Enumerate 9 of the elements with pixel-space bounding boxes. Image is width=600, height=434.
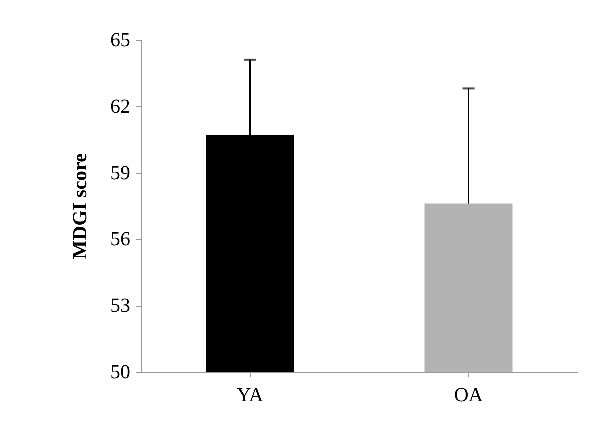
y-tick-label: 62 xyxy=(110,96,130,118)
y-axis-title: MDGI score xyxy=(70,154,92,260)
y-tick-label: 65 xyxy=(110,30,130,52)
y-tick-label: 59 xyxy=(110,162,130,184)
x-tick-label: YA xyxy=(236,384,264,406)
y-tick-label: 53 xyxy=(110,295,130,318)
x-tick-label: OA xyxy=(454,384,484,406)
y-tick-label: 56 xyxy=(110,228,130,251)
y-tick-label: 50 xyxy=(110,362,130,384)
